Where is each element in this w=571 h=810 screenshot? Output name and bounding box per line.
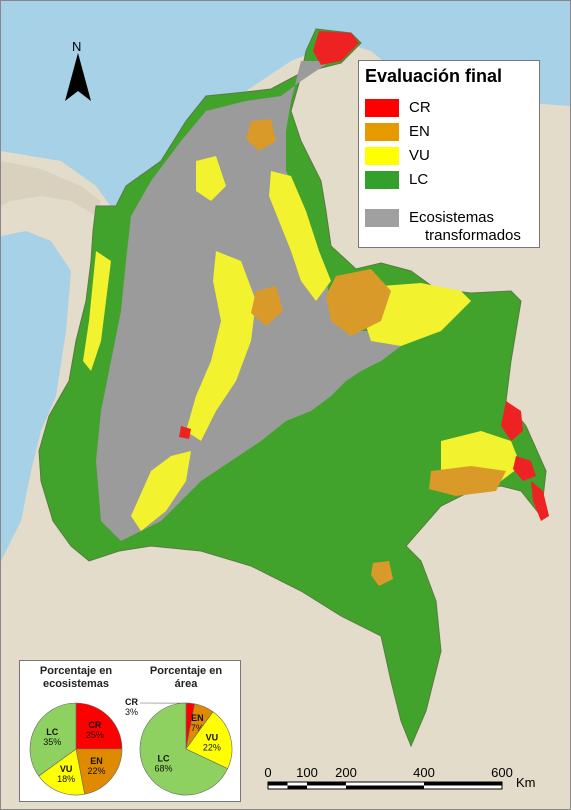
pie1-cat-vu: VU [60, 764, 73, 774]
vu-north [196, 156, 226, 201]
pie1-cat-cr: CR [88, 720, 101, 730]
scale-tick-0: 0 [264, 765, 272, 780]
panama-land [1, 161, 101, 216]
pie1-title-line2: ecosistemas [42, 678, 110, 690]
vu-band-east [269, 171, 331, 301]
pie1-slice-cr [75, 702, 123, 750]
legend-label-en: EN [409, 123, 430, 140]
legend-swatch-lc [365, 171, 399, 189]
pie2-title-line1: Porcentaje en [149, 665, 223, 677]
pie2-pct-cr: 3% [125, 707, 138, 717]
pie2-slice-lc [139, 702, 229, 796]
cr-andes [179, 426, 191, 439]
pie2-title-line2: área [174, 678, 198, 690]
scale-bar-graphic [267, 781, 503, 790]
legend-label-lc: LC [409, 171, 429, 188]
legend-swatch-en [365, 123, 399, 141]
pie2-cat-en: EN [191, 713, 204, 723]
cr-orinoco [501, 401, 523, 441]
en-llanos [326, 269, 391, 336]
pie1-cat-lc: LC [46, 727, 58, 737]
en-south [371, 561, 393, 586]
pie2-cat-cr: CR [125, 697, 138, 707]
scale-unit: Km [516, 775, 536, 790]
legend: Evaluación final CR EN VU LC Ecosistemas… [358, 60, 540, 248]
scale-tick-400: 400 [413, 765, 435, 780]
pie2-title: Porcentaje en área [134, 665, 238, 691]
legend-label-vu: VU [409, 147, 430, 164]
pie2-pct-vu: 22% [203, 742, 221, 752]
scale-bar: 0 100 200 400 600 Km [264, 765, 565, 795]
pie2-pct-lc: 68% [154, 763, 172, 773]
cr-guainia [531, 481, 549, 521]
pie2-cat-vu: VU [206, 732, 219, 742]
pie1-cat-en: EN [90, 756, 103, 766]
legend-label-transformed-1: Ecosistemas [409, 209, 495, 226]
pie1-pct-en: 22% [88, 766, 106, 776]
legend-label-cr: CR [409, 99, 431, 116]
scale-tick-100: 100 [296, 765, 318, 780]
pie1-pct-lc: 35% [43, 737, 61, 747]
legend-label-transformed-2: transformados [425, 227, 521, 244]
legend-title: Evaluación final [365, 66, 503, 86]
cr-east [513, 456, 536, 481]
en-central [251, 286, 283, 326]
north-arrow-icon [65, 53, 91, 101]
legend-swatch-vu [365, 147, 399, 165]
north-label: N [72, 39, 82, 54]
pie1-slice-lc [29, 702, 77, 777]
pie1-slice-vu [38, 748, 85, 796]
legend-swatch-cr [365, 99, 399, 117]
vu-band-central [186, 251, 256, 441]
en-amazon [429, 466, 506, 496]
pie1-title: Porcentaje en ecosistemas [24, 665, 128, 691]
vu-band-south [131, 451, 191, 531]
pie2-cat-lc: LC [157, 753, 169, 763]
legend-swatch-transformed [365, 209, 399, 227]
pie1-title-line1: Porcentaje en [39, 665, 113, 677]
cr-guajira [313, 31, 359, 65]
pie-inset: Porcentaje en ecosistemas Porcentaje en … [19, 660, 241, 802]
vu-llanos [361, 283, 471, 346]
vu-pacific [83, 251, 111, 371]
pie2-pct-en: 7% [191, 723, 204, 733]
scale-tick-200: 200 [335, 765, 357, 780]
scale-tick-600: 600 [491, 765, 513, 780]
pie1-slice-en [75, 748, 123, 795]
en-north [246, 119, 276, 151]
pie1-pct-vu: 18% [57, 774, 75, 784]
pie1-pct-cr: 25% [86, 730, 104, 740]
